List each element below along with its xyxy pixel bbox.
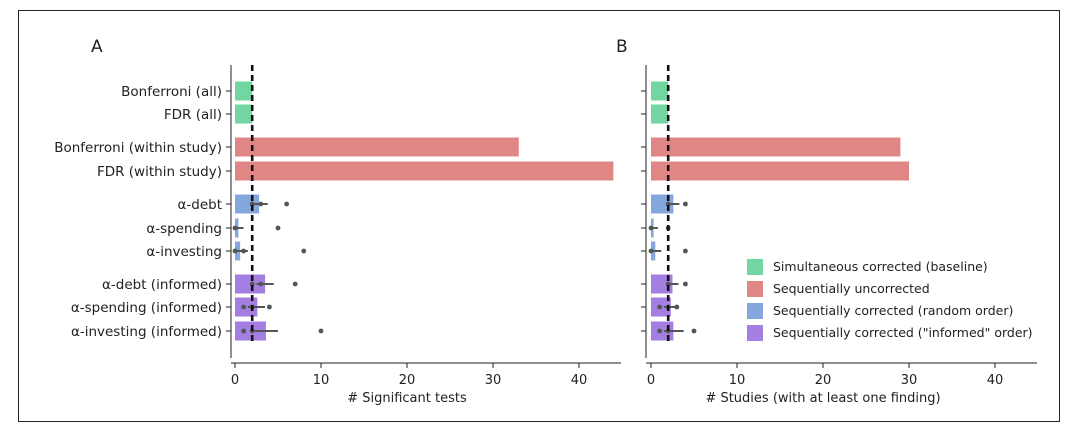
legend: Simultaneous corrected (baseline) Sequent… (747, 259, 1033, 341)
x-tick-label: 0 (231, 373, 239, 388)
category-label: Bonferroni (all) (121, 84, 222, 100)
x-tick-label: 30 (901, 373, 918, 388)
data-point (232, 248, 238, 254)
x-axis-label: # Studies (with at least one finding) (705, 391, 940, 406)
legend-swatch (747, 303, 763, 319)
data-point (691, 328, 697, 334)
x-tick-label: 20 (399, 373, 416, 388)
x-axis-label: # Significant tests (347, 391, 467, 406)
data-point (648, 225, 654, 231)
category-label: α-spending (146, 221, 222, 237)
category-label: FDR (all) (164, 107, 222, 123)
panel-label: B (616, 37, 628, 57)
legend-swatch (747, 325, 763, 341)
category-label: α-investing (146, 244, 222, 260)
panel-label: A (91, 37, 103, 57)
data-point (258, 201, 264, 207)
legend-label: Simultaneous corrected (baseline) (773, 259, 988, 274)
legend-label: Sequentially uncorrected (773, 281, 930, 296)
figure-frame (18, 10, 1060, 422)
x-tick-label: 40 (571, 373, 588, 388)
category-label: Bonferroni (within study) (54, 140, 222, 156)
bar (651, 137, 901, 157)
category-label: α-investing (informed) (71, 324, 222, 340)
category-label: α-spending (informed) (71, 300, 222, 316)
data-point (241, 248, 247, 254)
category-label: α-debt (informed) (102, 277, 222, 293)
bar (651, 161, 909, 181)
x-tick-label: 40 (987, 373, 1004, 388)
x-tick-label: 0 (647, 373, 655, 388)
data-point (275, 225, 281, 231)
bar (235, 81, 253, 101)
data-point (241, 328, 247, 334)
panel-a: A 0 10 20 30 40 # Significant tests Bonferroni … (54, 37, 621, 406)
data-point (657, 328, 662, 334)
data-point (284, 201, 289, 207)
data-point (648, 248, 654, 254)
bar (235, 104, 253, 124)
bar (651, 81, 669, 101)
data-point (318, 328, 324, 334)
bar (651, 104, 669, 124)
x-tick-label: 30 (485, 373, 502, 388)
data-point (683, 248, 688, 254)
data-point (301, 248, 307, 254)
panel-b: B 0 10 20 30 40 # Studies (with at least one f… (616, 37, 1037, 406)
data-point (232, 225, 238, 231)
category-label: α-debt (177, 197, 222, 213)
legend-label: Sequentially corrected (random order) (773, 303, 1013, 318)
data-point (258, 281, 264, 287)
x-tick-label: 20 (815, 373, 832, 388)
data-point (267, 304, 272, 310)
category-label: FDR (within study) (97, 164, 222, 180)
x-tick-label: 10 (729, 373, 746, 388)
x-tick-label: 10 (313, 373, 330, 388)
bar (235, 137, 519, 157)
data-point (657, 304, 662, 310)
bar (235, 297, 258, 317)
data-point (292, 281, 298, 287)
data-point (241, 304, 247, 310)
legend-label: Sequentially corrected ("informed" order… (773, 325, 1033, 340)
legend-swatch (747, 259, 763, 275)
data-point (683, 281, 688, 287)
bar (235, 161, 614, 181)
data-point (683, 201, 688, 207)
data-point (674, 304, 680, 310)
legend-swatch (747, 281, 763, 297)
